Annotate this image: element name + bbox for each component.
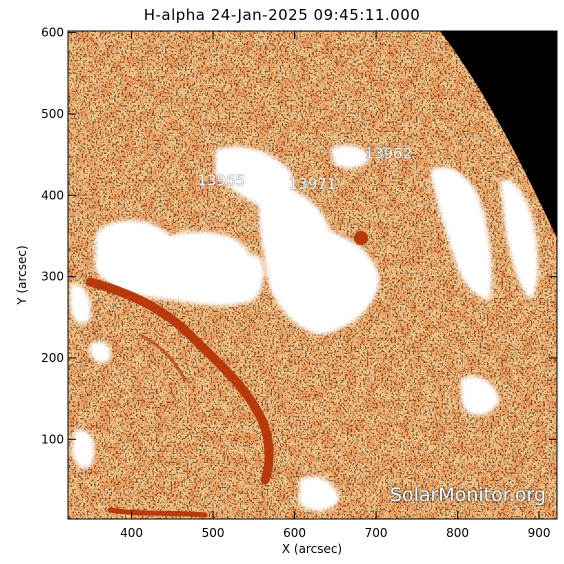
y-tick-label: 600	[41, 26, 64, 40]
sunspot	[354, 231, 368, 245]
x-tick-label: 500	[202, 526, 225, 540]
y-tick-label: 500	[41, 107, 64, 121]
image-title: H-alpha 24-Jan-2025 09:45:11.000	[143, 6, 421, 24]
plot-frame	[67, 30, 558, 520]
active-region-label: 13971	[289, 175, 337, 193]
x-axis-label: X (arcsec)	[282, 542, 342, 556]
filaments	[85, 277, 274, 518]
x-axis: 400 500 600 700 800 900	[120, 31, 551, 540]
y-tick-label: 300	[41, 270, 64, 284]
lower-filament	[107, 507, 208, 518]
solarmonitor-watermark: SolarMonitor.org	[389, 484, 546, 506]
x-tick-label: 900	[528, 526, 551, 540]
y-axis-label: Y (arcsec)	[15, 245, 29, 305]
x-tick-label: 700	[365, 526, 388, 540]
region-labels: 13965 13971 13962	[197, 144, 412, 193]
off-limb-space	[440, 31, 557, 238]
y-tick-label: 400	[41, 188, 64, 202]
y-axis: 100 200 300 400 500 600	[41, 26, 557, 446]
plage-regions	[70, 144, 539, 512]
active-region-label: 13965	[197, 172, 245, 190]
x-tick-label: 800	[446, 526, 469, 540]
main-filament	[85, 277, 274, 485]
x-tick-label: 600	[283, 526, 306, 540]
y-tick-label: 200	[41, 351, 64, 365]
x-tick-label: 400	[120, 526, 143, 540]
y-tick-label: 100	[41, 432, 64, 446]
active-region-label: 13962	[364, 145, 412, 163]
